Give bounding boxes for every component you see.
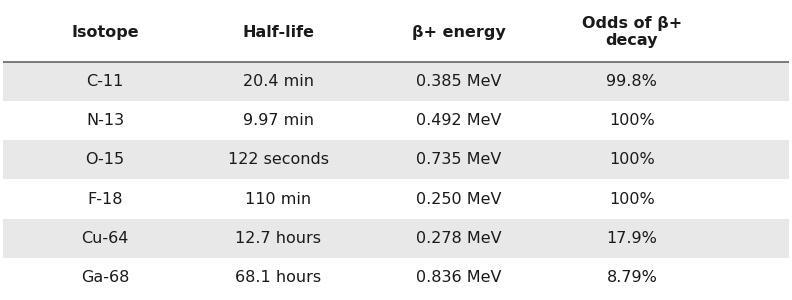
Text: C-11: C-11 xyxy=(86,74,124,89)
FancyBboxPatch shape xyxy=(3,3,789,62)
Text: 8.79%: 8.79% xyxy=(607,270,657,285)
Text: 0.735 MeV: 0.735 MeV xyxy=(417,152,501,167)
Text: 0.278 MeV: 0.278 MeV xyxy=(416,231,501,246)
FancyBboxPatch shape xyxy=(3,258,789,297)
Text: 100%: 100% xyxy=(609,192,655,207)
Text: 68.1 hours: 68.1 hours xyxy=(235,270,321,285)
Text: 12.7 hours: 12.7 hours xyxy=(235,231,321,246)
Text: 0.250 MeV: 0.250 MeV xyxy=(416,192,501,207)
Text: 9.97 min: 9.97 min xyxy=(242,113,314,128)
FancyBboxPatch shape xyxy=(3,140,789,179)
Text: 20.4 min: 20.4 min xyxy=(242,74,314,89)
Text: 110 min: 110 min xyxy=(245,192,311,207)
Text: 0.836 MeV: 0.836 MeV xyxy=(416,270,501,285)
Text: Half-life: Half-life xyxy=(242,25,314,40)
Text: O-15: O-15 xyxy=(86,152,124,167)
Text: 0.385 MeV: 0.385 MeV xyxy=(416,74,501,89)
Text: 100%: 100% xyxy=(609,113,655,128)
Text: 0.492 MeV: 0.492 MeV xyxy=(416,113,501,128)
FancyBboxPatch shape xyxy=(3,101,789,140)
Text: F-18: F-18 xyxy=(87,192,123,207)
Text: β+ energy: β+ energy xyxy=(412,25,506,40)
Text: 17.9%: 17.9% xyxy=(607,231,657,246)
FancyBboxPatch shape xyxy=(3,179,789,219)
Text: Odds of β+
decay: Odds of β+ decay xyxy=(582,16,682,48)
FancyBboxPatch shape xyxy=(3,62,789,101)
Text: Cu-64: Cu-64 xyxy=(82,231,129,246)
Text: N-13: N-13 xyxy=(86,113,124,128)
FancyBboxPatch shape xyxy=(3,219,789,258)
Text: 99.8%: 99.8% xyxy=(607,74,657,89)
Text: Isotope: Isotope xyxy=(71,25,139,40)
Text: 122 seconds: 122 seconds xyxy=(227,152,329,167)
Text: Ga-68: Ga-68 xyxy=(81,270,129,285)
Text: 100%: 100% xyxy=(609,152,655,167)
